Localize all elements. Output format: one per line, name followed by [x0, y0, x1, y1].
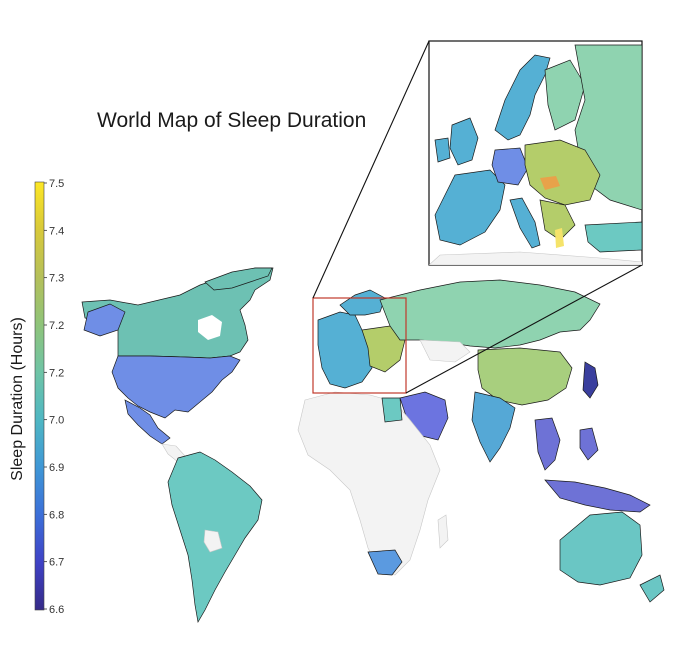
canada-islands — [204, 267, 273, 291]
usa — [111, 355, 241, 419]
inset-connector-top — [312, 40, 430, 299]
madagascar — [437, 514, 449, 549]
africa — [297, 391, 449, 576]
colorbar — [34, 181, 45, 611]
colorbar-tick-label: 7.2 — [49, 367, 64, 379]
japan — [582, 361, 599, 399]
new-zealand — [639, 574, 665, 603]
inset-germany — [491, 147, 529, 186]
south-america — [167, 451, 263, 624]
inset-scandinavia — [494, 54, 551, 141]
inset-finland — [544, 59, 586, 131]
colorbar-tick-label: 7.3 — [49, 273, 64, 285]
alaska — [83, 303, 126, 337]
colorbar-tick-label: 6.8 — [49, 509, 64, 521]
mexico — [124, 399, 171, 445]
inset-albania — [555, 228, 564, 248]
europe — [317, 289, 406, 389]
indonesia — [544, 479, 651, 513]
colorbar-tick-label: 6.7 — [49, 557, 64, 569]
europe-highlight-box — [312, 297, 407, 394]
inset-hungary — [540, 176, 560, 190]
china — [477, 347, 573, 406]
colorbar-tick-label: 7.0 — [49, 415, 64, 427]
south-africa — [367, 549, 403, 576]
philippines — [579, 427, 599, 461]
inset-uk — [449, 117, 479, 166]
south-east-asia — [534, 417, 651, 513]
colorbar-tick-label: 7.5 — [49, 178, 64, 190]
kazakhstan-region — [419, 339, 471, 363]
inset-italy — [509, 197, 541, 249]
egypt — [381, 397, 403, 423]
map-title: World Map of Sleep Duration — [97, 109, 367, 132]
north-america — [81, 267, 274, 463]
colorbar-tick-label: 7.2 — [49, 320, 64, 332]
inset-connector-bottom — [405, 264, 643, 394]
scandinavia — [339, 289, 386, 316]
colorbar-tick-label: 6.6 — [49, 604, 64, 616]
inset-eastern-europe — [524, 139, 601, 206]
hudson-bay — [198, 315, 222, 340]
bolivia — [203, 529, 223, 553]
indochina — [534, 417, 561, 471]
australia — [559, 511, 643, 586]
inset-north-africa — [429, 251, 642, 265]
colorbar-ticks: 7.5 7.4 7.3 7.2 7.2 7.0 6.9 6.8 6.7 6.6 — [44, 178, 64, 616]
europe-inset — [428, 40, 643, 266]
colorbar-tick-label: 7.4 — [49, 225, 64, 237]
russia — [379, 279, 601, 349]
inset-turkey — [584, 221, 642, 253]
western-europe — [317, 311, 373, 389]
inset-ireland — [434, 137, 451, 163]
colorbar-tick-label: 6.9 — [49, 462, 64, 474]
inset-balkans — [539, 199, 576, 241]
india — [471, 391, 516, 463]
